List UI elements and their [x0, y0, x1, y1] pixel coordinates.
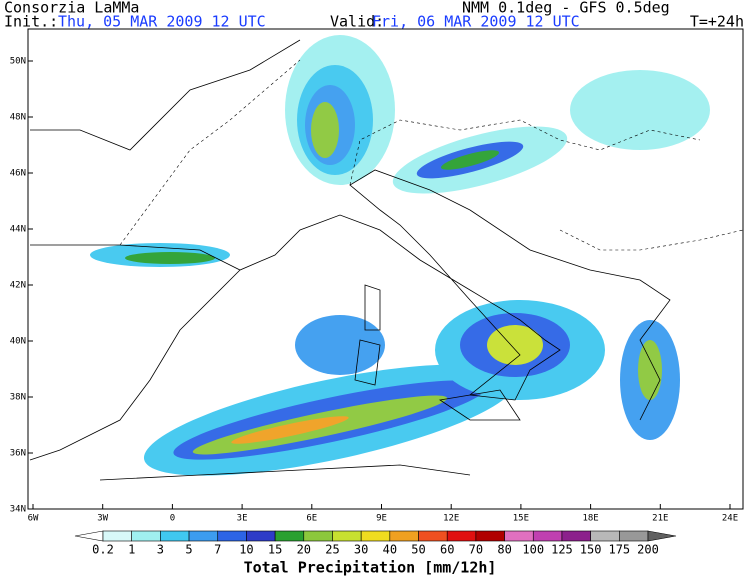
- colorbar-label: 0.2: [92, 543, 114, 557]
- colorbar-box: [389, 530, 419, 542]
- valid-value: Fri, 06 MAR 2009 12 UTC: [372, 13, 580, 31]
- colorbar-box: [418, 530, 448, 542]
- colorbar-box: [332, 530, 362, 542]
- colorbar-box: [532, 530, 563, 542]
- lon-label: 18E: [582, 514, 598, 524]
- lon-label: 0: [170, 514, 175, 524]
- colorbar-box: [475, 530, 505, 542]
- lon-label: 3E: [237, 514, 248, 524]
- lat-label: 48N: [10, 113, 26, 123]
- colorbar-box: [360, 530, 391, 542]
- lat-label: 38N: [10, 393, 26, 403]
- precip-field: [90, 35, 710, 476]
- lon-label: 9E: [376, 514, 387, 524]
- colorbar-box: [188, 530, 219, 542]
- colorbar-label: 5: [185, 543, 192, 557]
- valid-label: Valid:: [330, 13, 384, 31]
- lat-label: 44N: [10, 225, 26, 235]
- lat-label: 50N: [10, 57, 26, 67]
- lon-label: 6W: [28, 514, 39, 524]
- colorbar-box: [217, 530, 247, 542]
- colorbar-label: 150: [580, 543, 602, 557]
- colorbar-label: 70: [469, 543, 483, 557]
- colorbar-label: 50: [411, 543, 425, 557]
- init-value: Thu, 05 MAR 2009 12 UTC: [58, 13, 266, 31]
- lon-label: 6E: [306, 514, 317, 524]
- colorbar-title: Total Precipitation [mm/12h]: [244, 559, 497, 577]
- lat-label: 42N: [10, 281, 26, 291]
- colorbar-label: 80: [497, 543, 511, 557]
- lon-label: 12E: [443, 514, 459, 524]
- colorbar-box: [102, 530, 132, 542]
- coastlines: [29, 39, 671, 481]
- colorbar-label: 100: [522, 543, 544, 557]
- colorbar-label: 40: [383, 543, 397, 557]
- colorbar-label: 15: [268, 543, 282, 557]
- lead-time: T=+24h: [690, 13, 744, 31]
- colorbar-label: 175: [608, 543, 630, 557]
- borders: [119, 59, 744, 251]
- colorbar-box: [561, 530, 591, 542]
- colorbar-label: 20: [297, 543, 311, 557]
- source: Consorzia LaMMa: [4, 0, 139, 17]
- colorbar-box: [619, 530, 649, 542]
- colorbar-box: [246, 530, 276, 542]
- lat-label: 34N: [10, 505, 26, 515]
- model: NMM 0.1deg - GFS 0.5deg: [462, 0, 670, 17]
- colorbar-box: [160, 530, 190, 542]
- colorbar-label: 10: [239, 543, 253, 557]
- lon-label: 15E: [513, 514, 529, 524]
- colorbar-label: 1: [128, 543, 135, 557]
- lon-label: 21E: [652, 514, 668, 524]
- init-label: Init.:: [4, 13, 58, 31]
- colorbar-box: [504, 530, 534, 542]
- lat-label: 40N: [10, 337, 26, 347]
- colorbar-label: 200: [637, 543, 659, 557]
- colorbar-end: [647, 530, 677, 542]
- colorbar-label: 30: [354, 543, 368, 557]
- colorbar-box: [303, 530, 333, 542]
- colorbar-box: [590, 530, 620, 542]
- colorbar-label: 125: [551, 543, 573, 557]
- colorbar: 0.2 1 3 5 7 10 15 20 25 30 40 50 60 70 80 100 125 150 175 2…: [74, 530, 677, 557]
- colorbar-label: 3: [157, 543, 164, 557]
- lat-label: 46N: [10, 169, 26, 179]
- colorbar-label: 7: [214, 543, 221, 557]
- lon-label: 24E: [722, 514, 738, 524]
- colorbar-box: [274, 530, 305, 542]
- lat-label: 36N: [10, 449, 26, 459]
- colorbar-label: 25: [325, 543, 339, 557]
- colorbar-box: [446, 530, 477, 542]
- colorbar-box: [131, 530, 161, 542]
- colorbar-label: 60: [440, 543, 454, 557]
- colorbar-end: [74, 530, 104, 542]
- lon-label: 3W: [97, 514, 108, 524]
